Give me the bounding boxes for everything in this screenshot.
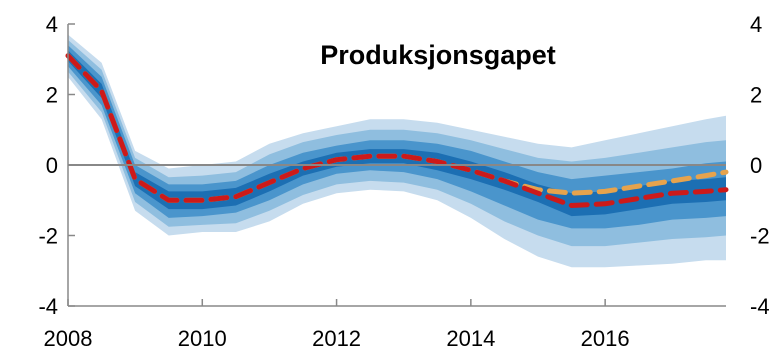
x-tick-label: 2008 bbox=[44, 326, 93, 351]
x-tick-label: 2014 bbox=[446, 326, 495, 351]
y-tick-label-left: 4 bbox=[46, 12, 58, 37]
y-tick-label-right: 4 bbox=[750, 12, 762, 37]
y-tick-label-right: 0 bbox=[750, 153, 762, 178]
y-tick-label-right: 2 bbox=[750, 83, 762, 108]
fan-band-3 bbox=[68, 45, 726, 229]
fan-band-4 bbox=[68, 50, 726, 217]
x-tick-label: 2016 bbox=[581, 326, 630, 351]
chart-title: Produksjonsgapet bbox=[320, 40, 556, 70]
series-line-1 bbox=[65, 53, 729, 208]
series-lines bbox=[65, 53, 729, 208]
x-tick-label: 2012 bbox=[312, 326, 361, 351]
axes: 4 2 0 -2 -4 4 2 0 -2 -4 2008 2010 2012 2014 2016 bbox=[38, 12, 769, 351]
y-tick-label-right: -2 bbox=[750, 224, 770, 249]
y-tick-label-left: -4 bbox=[38, 294, 58, 319]
x-tick-label: 2010 bbox=[178, 326, 227, 351]
y-tick-label-right: -4 bbox=[750, 294, 770, 319]
y-tick-label-left: 0 bbox=[46, 153, 58, 178]
y-tick-label-left: 2 bbox=[46, 83, 58, 108]
y-tick-label-left: -2 bbox=[38, 224, 58, 249]
